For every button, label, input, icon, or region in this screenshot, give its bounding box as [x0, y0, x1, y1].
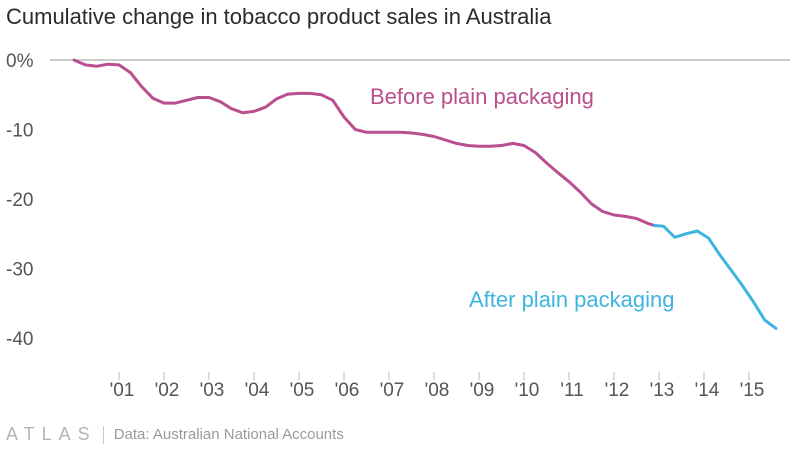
chart-canvas: 0%-10-20-30-40 '01'02'03'04'05'06'07'08 '…	[6, 51, 790, 401]
x-tick-label: '03	[200, 380, 225, 401]
x-tick-label: '10	[515, 380, 540, 401]
x-tick-label: '06	[335, 380, 360, 401]
chart-title: Cumulative change in tobacco product sal…	[6, 4, 552, 29]
footer: ATLAS Data: Australian National Accounts	[6, 424, 344, 445]
series-lines	[72, 58, 778, 330]
x-tick-label: '01	[110, 380, 135, 401]
footer-divider	[102, 425, 104, 444]
x-tick-label: '13	[650, 380, 675, 401]
x-tick-label: '09	[470, 380, 495, 401]
y-tick-label: -40	[6, 329, 33, 350]
series-line-after	[653, 224, 778, 330]
annotations: Before plain packaging After plain packag…	[370, 84, 674, 312]
y-tick-label: -20	[6, 190, 33, 211]
y-axis-ticks: 0% -10 -20 -30 -40	[6, 51, 34, 350]
x-tick-label: '07	[380, 380, 405, 401]
annotation-before: Before plain packaging	[370, 84, 594, 109]
x-tick-label: '04	[245, 380, 270, 401]
x-tick-label: '14	[695, 380, 720, 401]
y-tick-label: 0%	[6, 51, 34, 72]
y-tick-label: -30	[6, 260, 33, 281]
x-tick-label: '12	[605, 380, 630, 401]
x-tick-label: '02	[155, 380, 180, 401]
atlas-logo: ATLAS	[6, 424, 97, 444]
y-tick-label: -10	[6, 121, 33, 142]
x-axis-ticks: '01 '02 '03 '04 '05 '06 '07 '08 '09 '10 '11 '12 '13 '…	[110, 372, 765, 401]
data-source: Data: Australian National Accounts	[113, 426, 344, 443]
x-tick-label: '08	[425, 380, 450, 401]
x-tick-label: '11	[560, 380, 583, 401]
annotation-after: After plain packaging	[469, 287, 674, 312]
x-tick-label: '05	[290, 380, 315, 401]
series-line-before	[72, 58, 656, 227]
x-tick-label: '15	[740, 380, 765, 401]
